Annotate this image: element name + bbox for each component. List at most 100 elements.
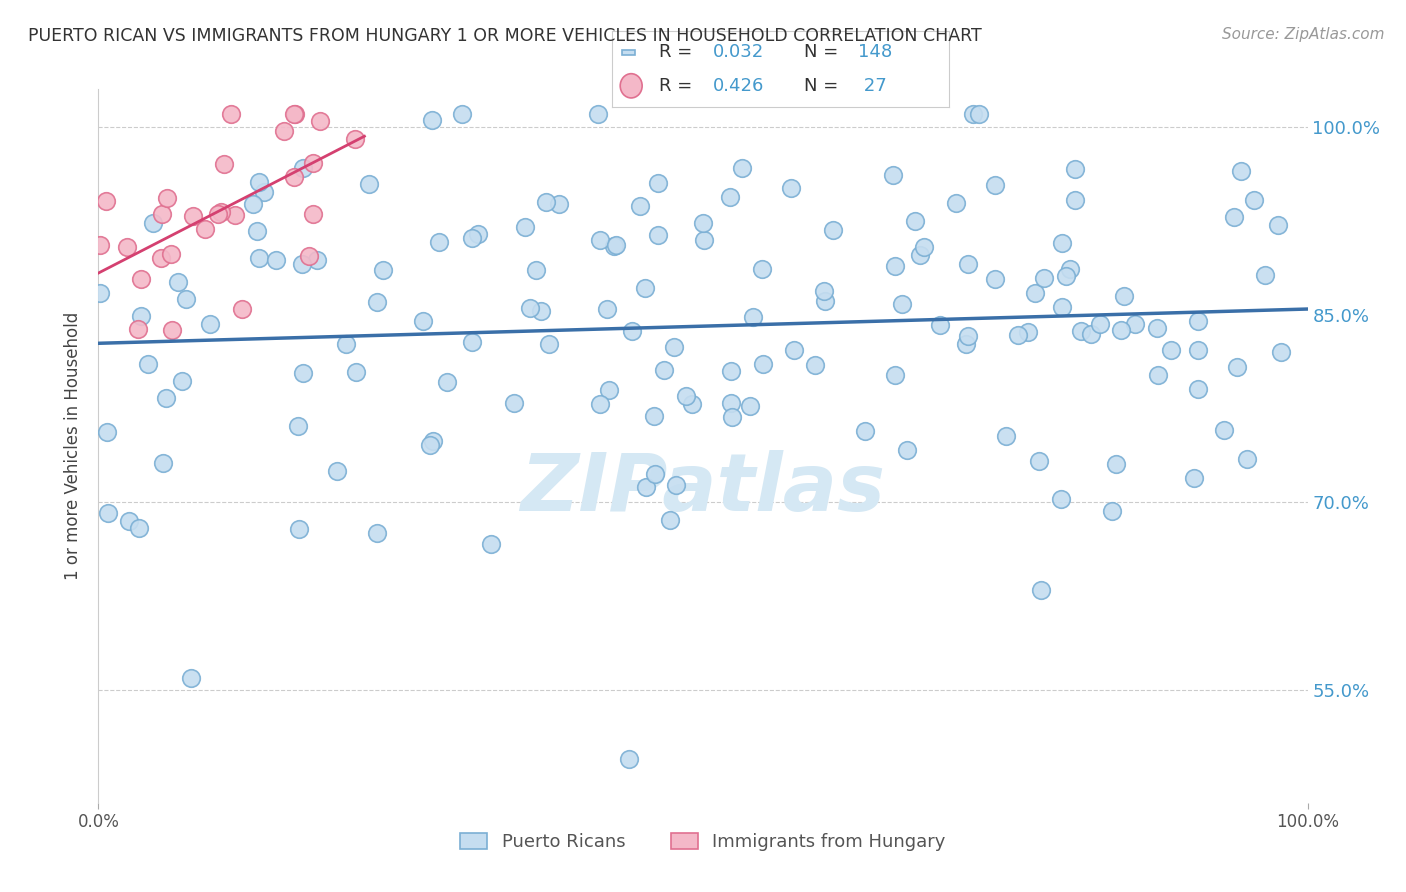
Point xyxy=(212,157,235,171)
Point xyxy=(605,238,627,252)
Text: 0.032: 0.032 xyxy=(713,44,763,62)
Point xyxy=(519,301,541,315)
Point xyxy=(96,425,118,439)
Point xyxy=(1123,317,1146,331)
Point xyxy=(419,438,441,452)
Point xyxy=(412,314,434,328)
Point xyxy=(1105,457,1128,471)
Point xyxy=(782,343,804,357)
Point xyxy=(291,257,314,271)
Point xyxy=(302,156,325,170)
Point xyxy=(1070,325,1092,339)
Point xyxy=(1033,270,1056,285)
Point xyxy=(962,107,984,121)
Point xyxy=(1024,286,1046,301)
Point xyxy=(420,112,443,127)
Point xyxy=(589,397,612,411)
Point xyxy=(160,323,183,337)
Point xyxy=(366,295,388,310)
Point xyxy=(1050,301,1073,315)
Point xyxy=(662,340,685,354)
Point xyxy=(1243,194,1265,208)
Point xyxy=(1270,345,1292,359)
Legend: Puerto Ricans, Immigrants from Hungary: Puerto Ricans, Immigrants from Hungary xyxy=(453,825,953,858)
Point xyxy=(536,194,558,209)
Point xyxy=(731,161,754,175)
Point xyxy=(929,318,952,332)
Point xyxy=(751,262,773,277)
Text: 148: 148 xyxy=(858,44,893,62)
Point xyxy=(634,281,657,295)
Point xyxy=(1160,343,1182,357)
Point xyxy=(1187,382,1209,396)
Text: R =: R = xyxy=(659,77,697,95)
Point xyxy=(160,247,183,261)
Point xyxy=(224,208,246,222)
Point xyxy=(131,310,153,324)
Point xyxy=(896,443,918,458)
Point xyxy=(957,329,980,343)
Point xyxy=(127,321,149,335)
Point xyxy=(804,358,827,372)
Point xyxy=(450,107,472,121)
Point xyxy=(155,391,177,405)
Point xyxy=(117,514,139,528)
Point xyxy=(692,216,714,230)
Point xyxy=(644,467,666,481)
Point xyxy=(174,293,197,307)
Point xyxy=(436,376,458,390)
Point xyxy=(617,752,640,766)
Point xyxy=(537,337,560,351)
Point xyxy=(721,410,744,425)
Point xyxy=(231,301,253,316)
Point xyxy=(1064,162,1087,177)
Point xyxy=(1080,327,1102,342)
Point xyxy=(1007,328,1029,343)
Point xyxy=(344,132,367,146)
Point xyxy=(586,107,609,121)
Point xyxy=(479,537,502,551)
Text: R =: R = xyxy=(659,44,697,62)
Point xyxy=(658,513,681,527)
Text: ZIPatlas: ZIPatlas xyxy=(520,450,886,528)
Point xyxy=(136,357,159,371)
Point xyxy=(181,209,204,223)
Point xyxy=(1147,368,1170,383)
Point xyxy=(720,396,742,410)
Point xyxy=(194,222,217,236)
Point xyxy=(167,275,190,289)
Point xyxy=(628,199,651,213)
Point xyxy=(287,522,309,536)
Point xyxy=(246,224,269,238)
Ellipse shape xyxy=(620,74,643,98)
Point xyxy=(1031,582,1053,597)
Point xyxy=(335,337,357,351)
Point xyxy=(305,252,328,267)
Point xyxy=(908,248,931,262)
Point xyxy=(152,457,174,471)
Point xyxy=(180,671,202,685)
Point xyxy=(1109,323,1132,337)
Point xyxy=(515,219,537,234)
Text: N =: N = xyxy=(804,77,844,95)
Point xyxy=(665,477,688,491)
Point xyxy=(422,434,444,448)
Point xyxy=(242,197,264,211)
Point xyxy=(647,227,669,242)
Point xyxy=(366,526,388,541)
Point xyxy=(1050,492,1073,507)
Point xyxy=(957,257,980,271)
Point xyxy=(298,249,321,263)
Point xyxy=(1114,289,1136,303)
Point xyxy=(779,181,801,195)
Point xyxy=(1267,219,1289,233)
Point xyxy=(621,324,644,338)
Point xyxy=(643,409,665,424)
Point xyxy=(128,521,150,535)
Point xyxy=(752,357,775,371)
Point xyxy=(967,107,990,121)
Point xyxy=(598,384,620,398)
Point xyxy=(287,418,309,433)
Point xyxy=(1017,325,1039,339)
Point xyxy=(984,272,1007,286)
